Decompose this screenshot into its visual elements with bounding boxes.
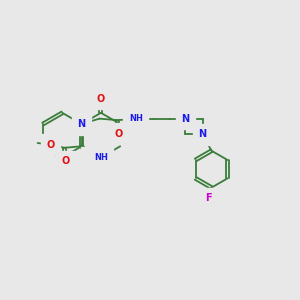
Text: NH: NH bbox=[129, 114, 143, 123]
Text: N: N bbox=[181, 114, 189, 124]
Text: NH: NH bbox=[94, 153, 108, 162]
Text: O: O bbox=[97, 94, 105, 103]
Text: S: S bbox=[87, 153, 94, 163]
Text: O: O bbox=[46, 140, 55, 150]
Text: N: N bbox=[199, 129, 207, 140]
Text: N: N bbox=[78, 119, 86, 129]
Text: O: O bbox=[61, 156, 70, 167]
Text: O: O bbox=[114, 129, 123, 139]
Text: F: F bbox=[205, 193, 212, 203]
